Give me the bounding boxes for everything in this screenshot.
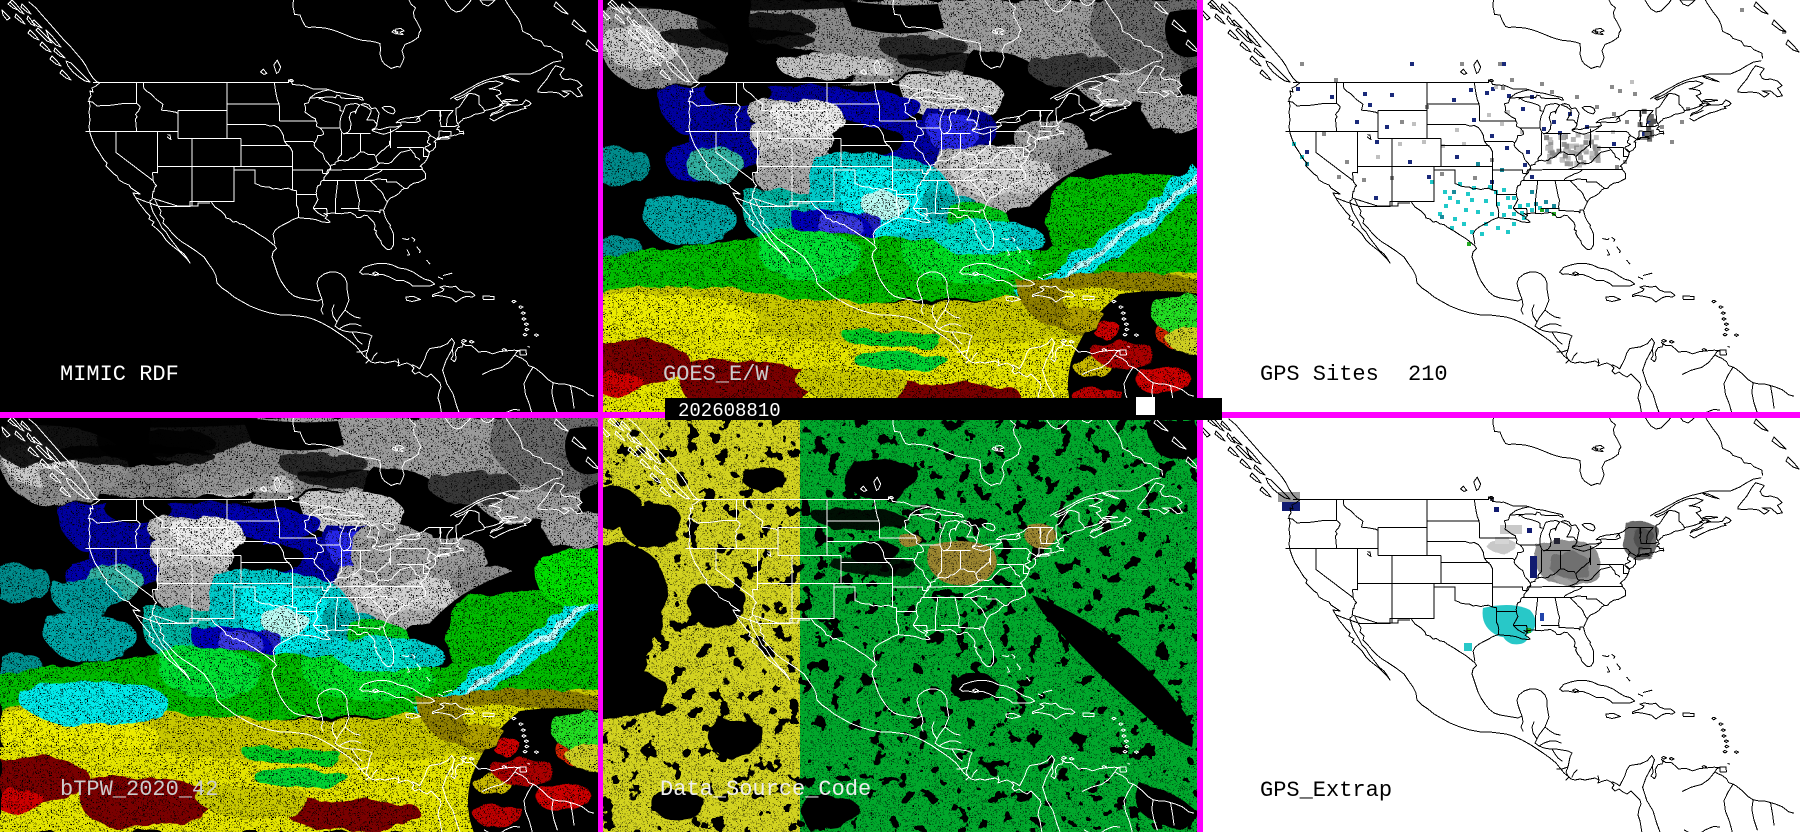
- svg-text:210: 210: [1408, 362, 1448, 387]
- svg-text:Data_Source_Code: Data_Source_Code: [660, 777, 871, 802]
- svg-text:202608810: 202608810: [678, 400, 781, 422]
- svg-text:GOES_E/W: GOES_E/W: [663, 362, 769, 387]
- svg-text:bTPW_2020_42: bTPW_2020_42: [60, 777, 218, 802]
- svg-text:MIMIC RDF: MIMIC RDF: [60, 362, 179, 387]
- svg-text:GPS_Extrap: GPS_Extrap: [1260, 778, 1392, 803]
- svg-text:GPS Sites: GPS Sites: [1260, 362, 1379, 387]
